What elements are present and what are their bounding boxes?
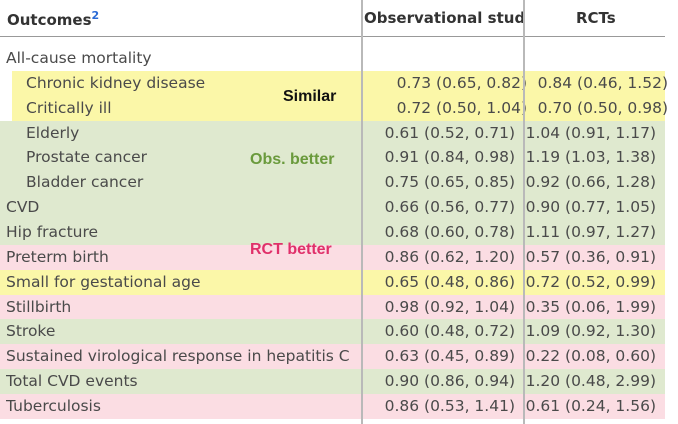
observational-value: 0.75 (0.65, 0.85) — [384, 173, 515, 192]
annotation: Obs. better — [250, 151, 335, 168]
table-row: Hip fracture 0.68 (0.60, 0.78) 1.11 (0.97,… — [0, 220, 665, 246]
column-divider — [523, 0, 525, 424]
observational-value: 0.65 (0.48, 0.86) — [384, 272, 515, 291]
rct-value: 1.11 (0.97, 1.27) — [525, 223, 656, 242]
row-label: Prostate cancer — [26, 148, 148, 167]
row-label: Critically ill — [26, 98, 112, 117]
row-label: Elderly — [26, 123, 80, 142]
rct-value: 0.22 (0.08, 0.60) — [525, 347, 656, 366]
table-row: All-cause mortality — [0, 46, 665, 71]
column-divider — [361, 0, 363, 424]
observational-value: 0.66 (0.56, 0.77) — [384, 198, 515, 217]
header-observational: Observational stud — [364, 9, 523, 27]
observational-value: 0.68 (0.60, 0.78) — [384, 223, 515, 242]
rct-value: 0.84 (0.46, 1.52) — [537, 73, 668, 92]
table-row: Sustained virological response in hepati… — [0, 344, 665, 390]
footnote-mark: 2 — [91, 9, 100, 22]
row-label: Stroke — [6, 322, 56, 341]
observational-value: 0.86 (0.62, 1.20) — [384, 247, 515, 266]
observational-value: 0.73 (0.65, 0.82) — [396, 73, 527, 92]
table-row: Elderly 0.61 (0.52, 0.71) 1.04 (0.91, 1.17… — [0, 120, 665, 146]
table-row: Small for gestational age 0.65 (0.48, 0.8… — [0, 269, 665, 295]
row-label: Chronic kidney disease — [26, 73, 206, 92]
rct-value: 1.09 (0.92, 1.30) — [525, 322, 656, 341]
observational-value: 0.90 (0.86, 0.94) — [384, 372, 515, 391]
table-row: Preterm birth 0.86 (0.62, 1.20) 0.57 (0.36… — [0, 244, 665, 270]
table-row: Bladder cancer 0.75 (0.65, 0.85) 0.92 (0.6… — [0, 170, 665, 196]
table-row: Total CVD events 0.90 (0.86, 0.94) 1.20 (0… — [0, 369, 665, 395]
row-label: All-cause mortality — [6, 49, 152, 67]
observational-value: 0.63 (0.45, 0.89) — [384, 347, 515, 366]
table-row: Chronic kidney disease 0.73 (0.65, 0.82) 0… — [12, 70, 668, 96]
table-row: CVD 0.66 (0.56, 0.77) 0.90 (0.77, 1.05) — [0, 195, 665, 221]
header-rcts: RCTs — [576, 9, 616, 27]
rct-value: 1.04 (0.91, 1.17) — [525, 123, 656, 142]
rct-value: 0.35 (0.06, 1.99) — [525, 297, 656, 316]
annotation: Similar — [283, 88, 337, 105]
rct-value: 0.72 (0.52, 0.99) — [525, 272, 656, 291]
row-label: CVD — [6, 198, 40, 217]
header-rule — [0, 36, 665, 37]
rct-value: 0.92 (0.66, 1.28) — [525, 173, 656, 192]
table-row: Tuberculosis 0.86 (0.53, 1.41) 0.61 (0.24,… — [0, 394, 665, 420]
row-label: Hip fracture — [6, 223, 99, 242]
row-label: Bladder cancer — [26, 173, 144, 192]
table-row: Stillbirth 0.98 (0.92, 1.04) 0.35 (0.06, 1… — [0, 294, 665, 320]
rct-value: 1.20 (0.48, 2.99) — [525, 372, 656, 391]
rct-value: 0.90 (0.77, 1.05) — [525, 198, 656, 217]
row-label: Stillbirth — [6, 297, 72, 316]
observational-value: 0.86 (0.53, 1.41) — [384, 397, 515, 416]
row-label: Preterm birth — [6, 247, 109, 266]
observational-value: 0.72 (0.50, 1.04) — [396, 98, 527, 117]
table-row: Stroke 0.60 (0.48, 0.72) 1.09 (0.92, 1.30) — [0, 319, 665, 345]
table-row: Prostate cancer 0.91 (0.84, 0.98) 1.19 (1.… — [0, 145, 665, 171]
rct-value: 0.57 (0.36, 0.91) — [525, 247, 656, 266]
row-label: Total CVD events — [6, 372, 138, 391]
row-label: Tuberculosis — [6, 397, 101, 416]
observational-value: 0.61 (0.52, 0.71) — [384, 123, 515, 142]
rct-value: 0.61 (0.24, 1.56) — [525, 397, 656, 416]
table-row: Critically ill 0.72 (0.50, 1.04) 0.70 (0.5… — [12, 95, 668, 121]
header-text: Outcomes — [7, 11, 92, 29]
observational-value: 0.60 (0.48, 0.72) — [384, 322, 515, 341]
rct-value: 1.19 (1.03, 1.38) — [525, 148, 656, 167]
observational-value: 0.98 (0.92, 1.04) — [384, 297, 515, 316]
header-outcomes: Outcomes2 — [7, 9, 99, 29]
annotation: RCT better — [250, 241, 332, 258]
rct-value: 0.70 (0.50, 0.98) — [537, 98, 668, 117]
observational-value: 0.91 (0.84, 0.98) — [384, 148, 515, 167]
row-label: Small for gestational age — [6, 272, 201, 291]
